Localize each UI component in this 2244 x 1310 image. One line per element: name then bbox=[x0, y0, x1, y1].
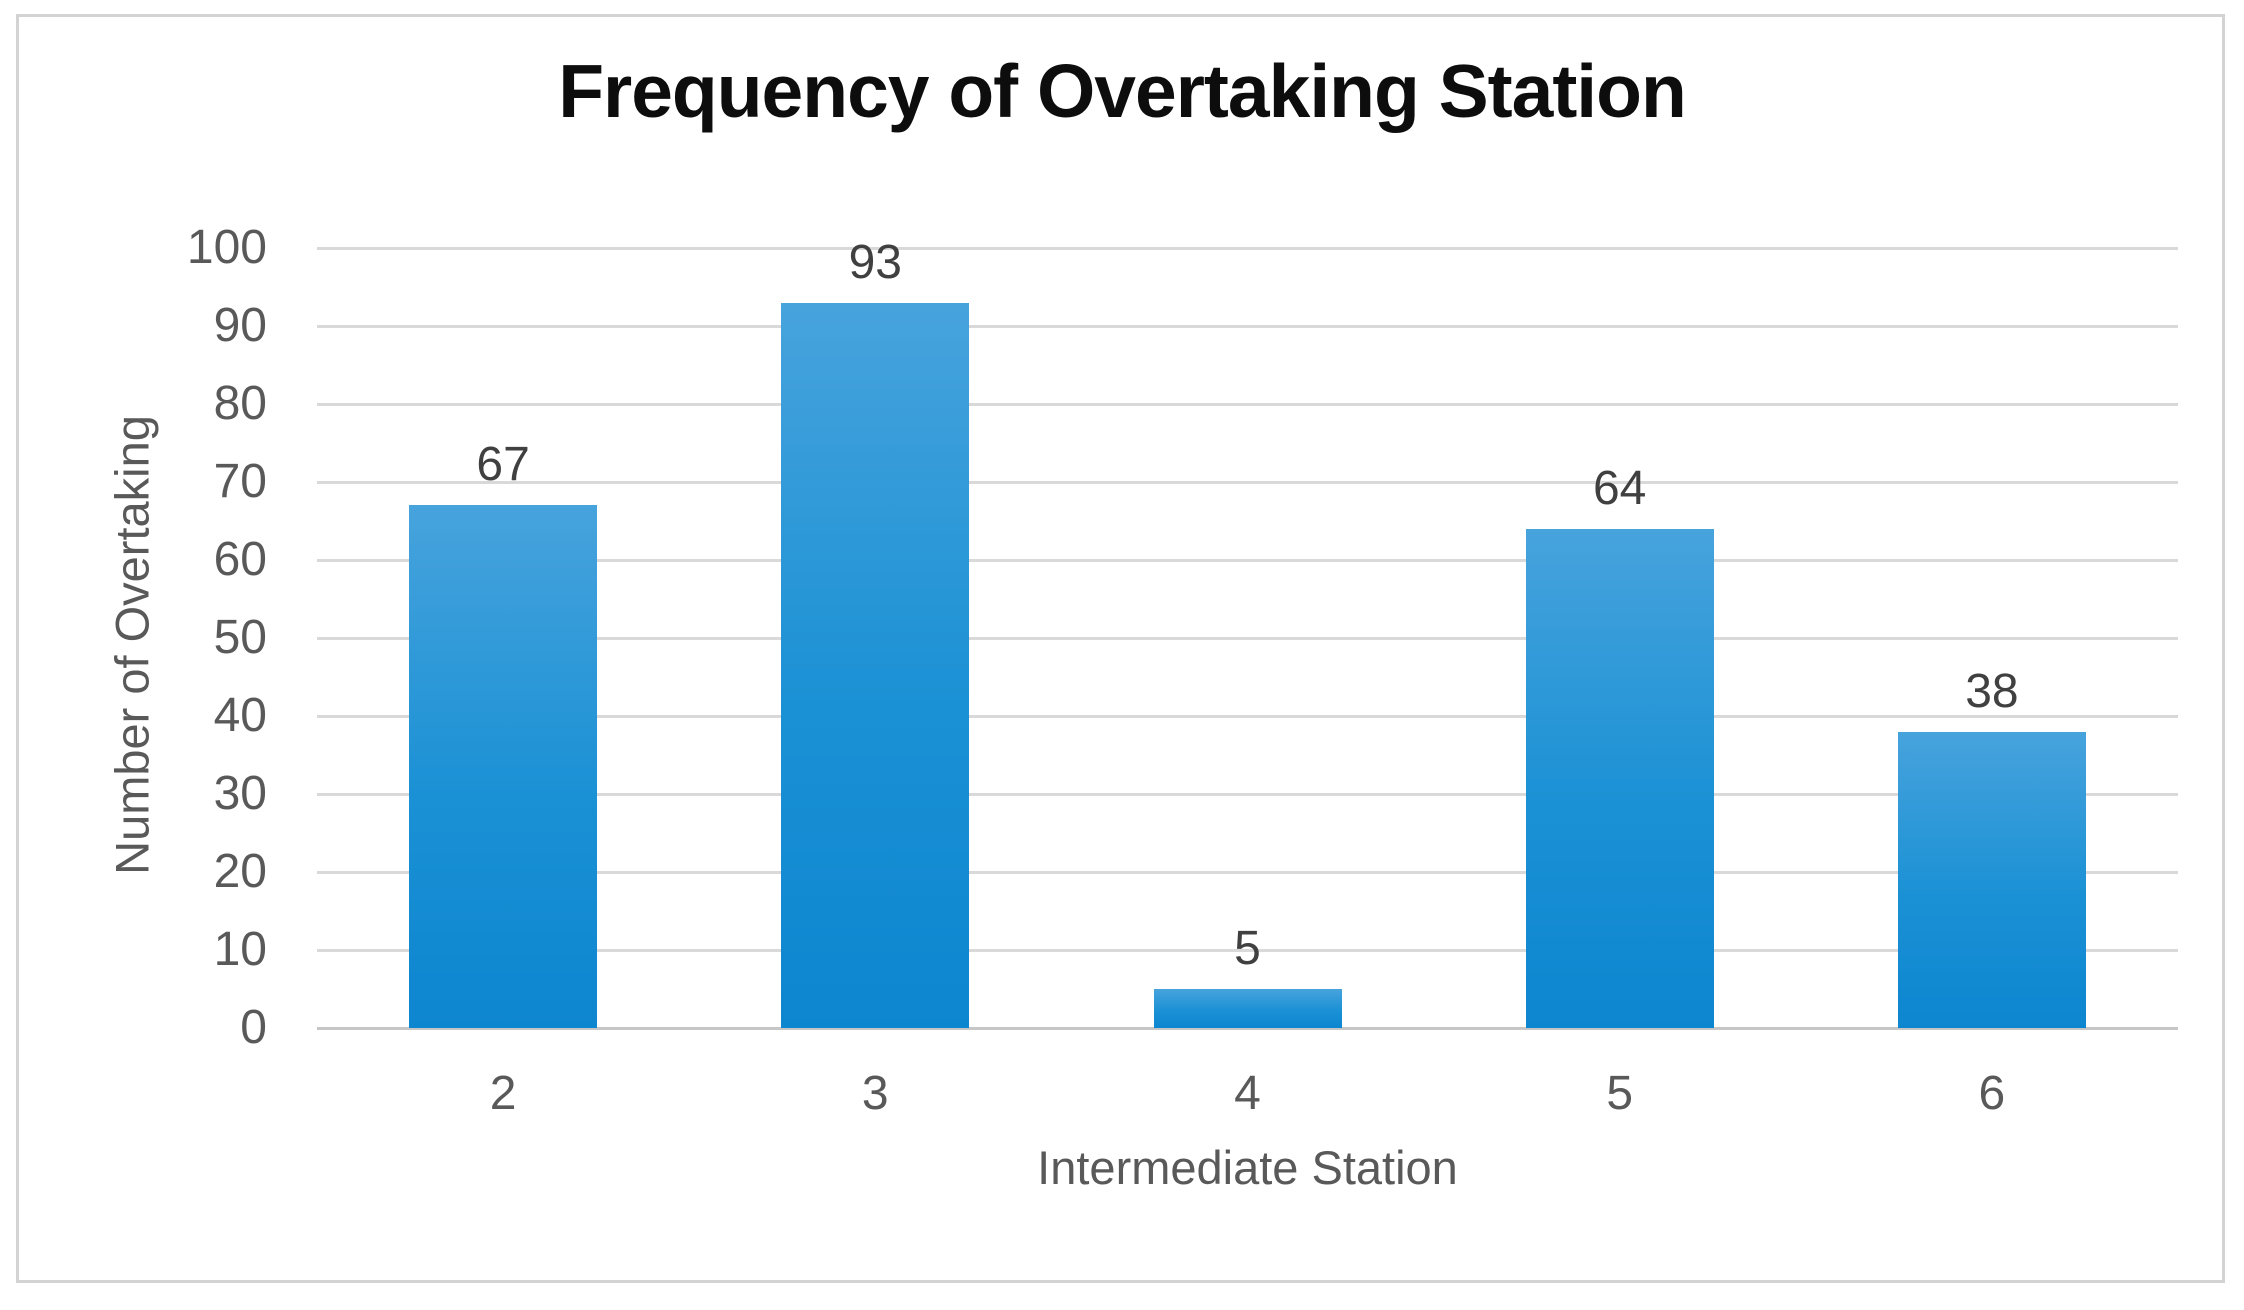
x-tick-label: 6 bbox=[1978, 1067, 2006, 1120]
y-tick-label: 80 bbox=[213, 377, 267, 430]
gridline bbox=[317, 792, 2178, 796]
y-tick-label: 60 bbox=[213, 533, 267, 586]
y-tick-label: 100 bbox=[186, 221, 267, 274]
gridline bbox=[317, 870, 2178, 874]
y-tick-label: 70 bbox=[213, 455, 267, 508]
bar-value-label: 38 bbox=[1965, 664, 2019, 718]
bar-category-5 bbox=[1525, 528, 1714, 1028]
chart-title: Frequency of Overtaking Station bbox=[558, 49, 1687, 133]
x-axis-baseline bbox=[317, 1026, 2178, 1030]
bar-category-6 bbox=[1897, 731, 2086, 1028]
y-tick-label: 20 bbox=[213, 845, 267, 898]
bar-value-label: 67 bbox=[476, 438, 530, 492]
x-tick-label: 2 bbox=[489, 1067, 517, 1120]
y-tick-label: 40 bbox=[213, 689, 267, 742]
x-tick-label: 3 bbox=[861, 1067, 889, 1120]
chart-frame bbox=[16, 14, 2225, 1283]
y-tick-label: 30 bbox=[213, 767, 267, 820]
x-tick-label: 4 bbox=[1234, 1067, 1261, 1120]
gridline bbox=[317, 636, 2178, 640]
y-tick-label: 0 bbox=[240, 1001, 267, 1054]
bar-category-3 bbox=[781, 302, 970, 1028]
bar-value-label: 5 bbox=[1234, 922, 1261, 975]
gridline bbox=[317, 948, 2178, 952]
bar-value-label: 64 bbox=[1592, 461, 1647, 515]
bar-category-4 bbox=[1153, 989, 1342, 1028]
bar-category-2 bbox=[409, 505, 598, 1028]
gridline bbox=[317, 402, 2178, 406]
bar-value-label: 93 bbox=[848, 235, 902, 289]
gridline bbox=[317, 246, 2178, 250]
x-tick-label: 5 bbox=[1606, 1067, 1634, 1120]
gridline bbox=[317, 480, 2178, 484]
gridline bbox=[317, 558, 2178, 562]
gridline bbox=[317, 324, 2178, 328]
y-tick-label: 90 bbox=[213, 299, 267, 352]
y-tick-label: 50 bbox=[213, 611, 267, 664]
y-tick-label: 10 bbox=[213, 923, 267, 976]
x-axis-title: Intermediate Station bbox=[1037, 1141, 1458, 1194]
gridline bbox=[317, 714, 2178, 718]
